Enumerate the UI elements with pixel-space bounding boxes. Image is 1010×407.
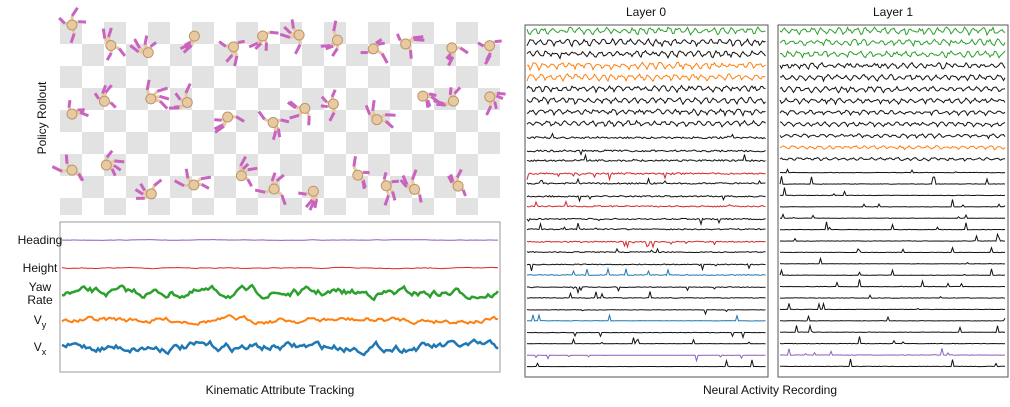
row-label-line: Yaw (29, 280, 52, 294)
foot (186, 169, 188, 179)
foot (201, 177, 211, 179)
body (99, 96, 109, 106)
foot (69, 100, 70, 108)
body (189, 180, 199, 190)
body (372, 115, 382, 125)
foot (292, 19, 293, 28)
row-label-line: Height (23, 261, 58, 275)
rollout-label: Policy Rollout (35, 81, 49, 154)
layer-title: Layer 0 (626, 5, 666, 19)
body (146, 189, 156, 199)
row-label: Vx (34, 340, 47, 357)
body (448, 96, 458, 106)
foot (214, 120, 221, 121)
foot (78, 22, 86, 23)
foot (238, 41, 245, 42)
foot (428, 100, 430, 107)
body (485, 41, 495, 51)
row-label-line: Rate (27, 293, 53, 307)
foot (72, 8, 77, 16)
row-label-subscript: y (42, 320, 47, 330)
body (67, 165, 77, 175)
body (146, 94, 156, 104)
foot (114, 161, 124, 162)
body (368, 44, 378, 54)
body (223, 112, 233, 122)
body (189, 31, 199, 41)
body (328, 99, 338, 109)
foot (420, 195, 422, 203)
foot (429, 94, 436, 96)
body (67, 20, 77, 30)
foot (436, 104, 445, 105)
foot (66, 155, 67, 164)
body (418, 91, 428, 101)
row-label: Heading (18, 233, 63, 247)
body (353, 170, 363, 180)
body (268, 118, 278, 128)
foot (495, 102, 497, 109)
foot (363, 181, 364, 189)
foot (278, 129, 279, 138)
foot (248, 168, 257, 170)
body (381, 181, 391, 191)
foot (321, 106, 328, 107)
body (485, 92, 495, 102)
body (182, 97, 192, 107)
body (410, 184, 420, 194)
foot (413, 37, 423, 38)
body (229, 42, 239, 52)
row-label: Vy (34, 313, 47, 330)
body (300, 103, 310, 113)
foot (495, 41, 502, 42)
foot (384, 172, 386, 179)
body (236, 171, 246, 181)
body (447, 43, 457, 53)
row-label-line: V (34, 313, 42, 327)
foot (298, 193, 306, 194)
layer-title: Layer 1 (873, 5, 913, 19)
foot (497, 93, 506, 94)
foot (450, 87, 451, 95)
foot (378, 43, 385, 44)
foot (410, 50, 411, 58)
neural-caption: Neural Activity Recording (703, 383, 837, 397)
body (401, 39, 411, 49)
row-label: Height (23, 261, 58, 275)
row-label-line: V (34, 340, 42, 354)
foot (414, 39, 424, 40)
foot (270, 32, 279, 33)
foot (103, 29, 104, 39)
row-label-line: Heading (18, 233, 63, 247)
body (308, 186, 318, 196)
body (294, 30, 304, 40)
body (258, 31, 268, 41)
body (143, 48, 153, 58)
foot (281, 120, 289, 122)
foot (373, 100, 374, 111)
foot (392, 181, 399, 182)
body (332, 35, 342, 45)
foot (354, 156, 356, 166)
foot (334, 21, 336, 31)
row-label-subscript: x (42, 347, 47, 357)
kinematics-caption: Kinematic Attribute Tracking (206, 383, 355, 397)
body (67, 109, 77, 119)
body (101, 160, 111, 170)
body (269, 184, 279, 194)
foot (145, 36, 147, 45)
body (453, 181, 463, 191)
body (106, 41, 116, 51)
foot (147, 80, 149, 90)
